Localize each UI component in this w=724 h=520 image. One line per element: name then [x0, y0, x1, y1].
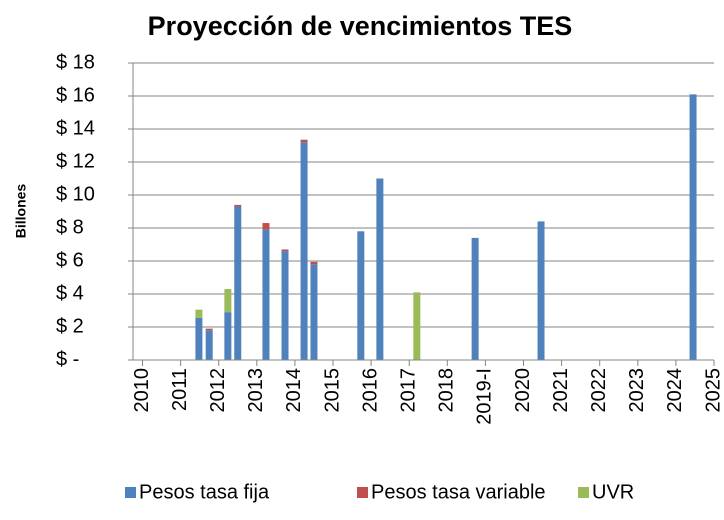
legend-label: UVR — [592, 481, 634, 503]
x-tick-label: 2020 — [512, 368, 534, 413]
bar-segment — [205, 330, 213, 360]
bar-segment — [195, 309, 203, 318]
bar-segment — [281, 249, 289, 252]
x-tick-label: 2018 — [436, 368, 458, 413]
legend-label: Pesos tasa fija — [139, 481, 270, 503]
y-tick-label: $ - — [56, 348, 79, 370]
bar-segment — [224, 289, 232, 313]
bar-segment — [224, 312, 232, 360]
bar-segment — [300, 139, 308, 143]
y-tick-label: $ 14 — [56, 117, 95, 139]
bar-segment — [234, 204, 242, 207]
x-tick-label: 2023 — [626, 368, 648, 413]
y-tick-label: $ 12 — [56, 150, 95, 172]
chart-title: Proyección de vencimientos TES — [148, 11, 573, 41]
bar-segment — [300, 142, 308, 360]
x-tick-label: 2017 — [397, 368, 419, 413]
x-tick-label: 2014 — [283, 368, 305, 413]
bar-segment — [205, 328, 213, 331]
bar-segment — [537, 221, 545, 360]
legend-label: Pesos tasa variable — [371, 481, 546, 503]
y-tick-label: $ 4 — [56, 282, 84, 304]
x-tick-label: 2019-I — [474, 368, 496, 425]
bar-segment — [234, 206, 242, 360]
bar-segment — [376, 178, 384, 360]
bar-segment — [262, 229, 270, 360]
legend-swatch — [125, 487, 136, 498]
x-tick-label: 2022 — [588, 368, 610, 413]
y-tick-label: $ 6 — [56, 249, 84, 271]
y-tick-label: $ 10 — [56, 183, 95, 205]
bar-segment — [281, 251, 289, 360]
y-axis-label: Billones — [13, 184, 29, 239]
y-tick-label: $ 2 — [56, 315, 84, 337]
y-tick-label: $ 18 — [56, 51, 95, 73]
bar-segment — [413, 292, 421, 360]
bar-segment — [262, 223, 270, 230]
legend-swatch — [357, 487, 368, 498]
x-tick-label: 2024 — [664, 368, 686, 413]
y-tick-label: $ 8 — [56, 216, 84, 238]
x-tick-label: 2013 — [245, 368, 267, 413]
x-tick-label: 2015 — [321, 368, 343, 413]
x-tick-label: 2010 — [131, 368, 153, 413]
bar-segment — [471, 237, 479, 360]
bar-segment — [689, 94, 697, 360]
x-tick-label: 2025 — [702, 368, 724, 413]
bar-segment — [310, 261, 318, 265]
y-tick-label: $ 16 — [56, 84, 95, 106]
bar-segment — [195, 317, 203, 360]
legend-swatch — [578, 487, 589, 498]
x-tick-label: 2011 — [169, 368, 191, 411]
x-tick-label: 2012 — [207, 368, 229, 413]
x-tick-label: 2016 — [359, 368, 381, 413]
x-tick-label: 2021 — [550, 368, 572, 413]
bar-segment — [357, 231, 365, 360]
bar-segment — [310, 264, 318, 360]
